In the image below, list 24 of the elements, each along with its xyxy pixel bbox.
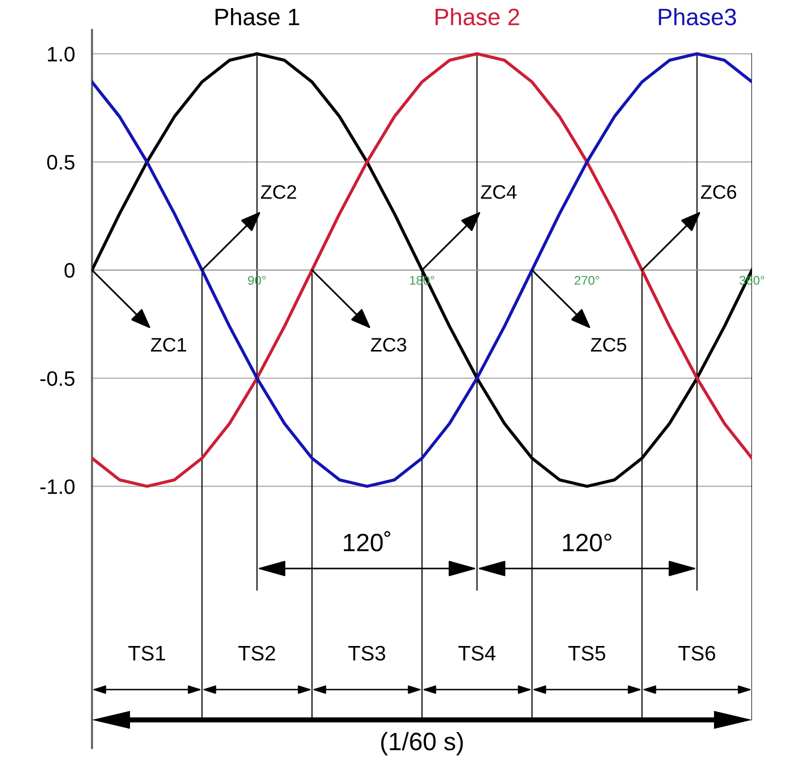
annotation: ZC5	[590, 338, 626, 352]
series-label: Phase3	[658, 8, 736, 26]
y-tick-label: 0.5	[47, 154, 74, 170]
y-tick-label: 0	[64, 263, 75, 278]
y-tick-label: -0.5	[40, 371, 74, 386]
annotation: TS2	[238, 646, 276, 661]
series-label: Phase 1	[216, 8, 300, 26]
annotation: TS4	[458, 646, 496, 661]
annotation: 120°	[563, 534, 612, 552]
series-label: Phase 2	[436, 8, 520, 26]
annotation: TS5	[568, 646, 606, 661]
annotation: TS6	[678, 646, 716, 661]
y-tick-label: 1.0	[48, 46, 75, 62]
annotation: TS1	[128, 646, 166, 661]
annotation: ZC4	[480, 185, 516, 199]
annotation: ZC2	[260, 185, 296, 199]
annotation: ZC3	[370, 338, 406, 352]
annotation: (1/60 s)	[381, 732, 463, 756]
y-tick-label: -1.0	[40, 479, 75, 494]
annotation: TS3	[348, 646, 386, 661]
x-tick-label: 270°	[574, 276, 600, 285]
annotation: ZC1	[150, 338, 186, 352]
annotation: 120˚	[344, 531, 390, 552]
annotation: ZC6	[700, 185, 736, 199]
